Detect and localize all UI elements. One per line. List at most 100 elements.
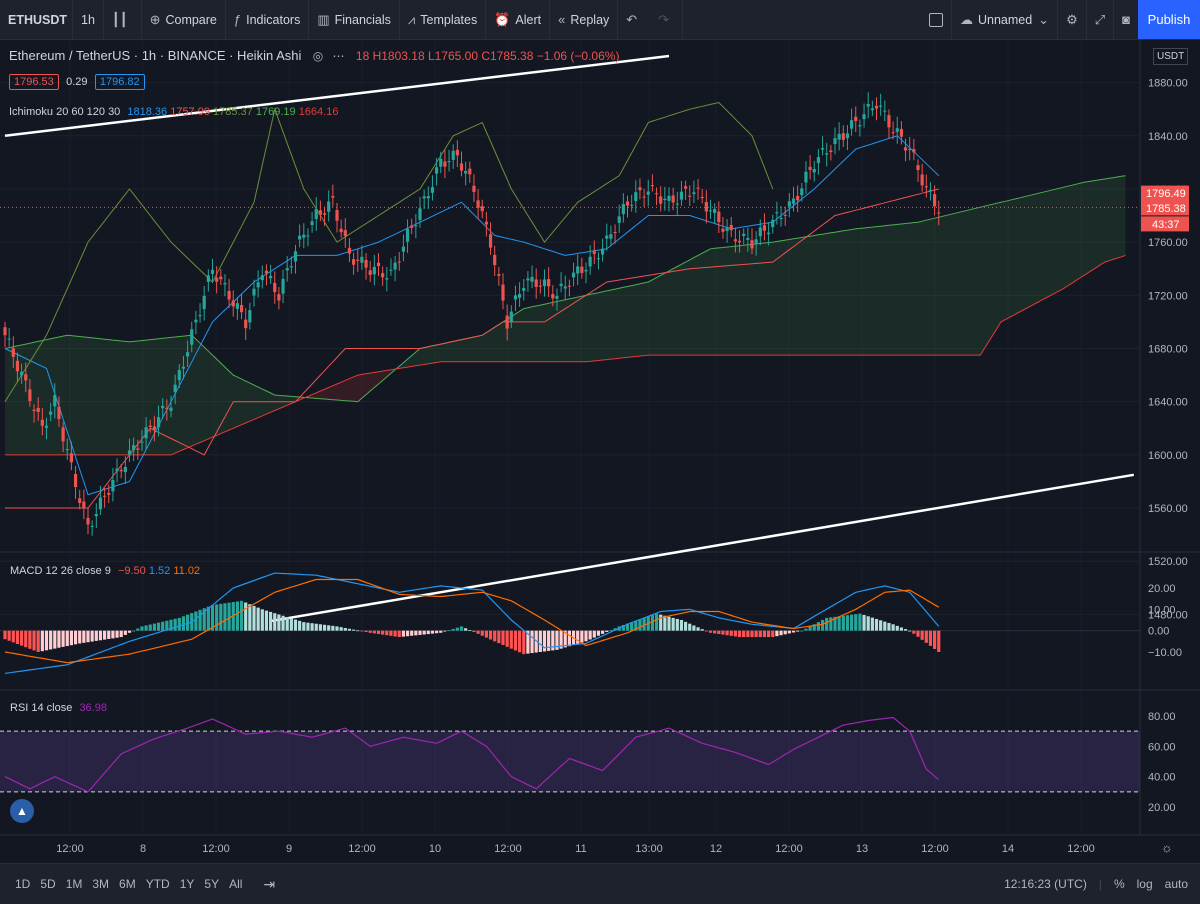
financials-button[interactable]: ▥ Financials bbox=[309, 0, 400, 39]
macd-histogram-bar bbox=[414, 630, 418, 636]
alert-button[interactable]: ⏰ Alert bbox=[486, 0, 551, 39]
chart-canvas[interactable]: 1480.001520.001560.001600.001640.001680.… bbox=[0, 40, 1200, 863]
goto-date-icon[interactable]: ⇥ bbox=[263, 875, 276, 892]
candle-body bbox=[845, 133, 850, 139]
candle-body bbox=[28, 389, 32, 402]
time-tick-label: 12:00 bbox=[494, 843, 522, 855]
indicators-button[interactable]: ƒ Indicators bbox=[226, 0, 310, 39]
range-button-6m[interactable]: 6M bbox=[119, 877, 136, 891]
candle-body bbox=[119, 469, 123, 472]
cloud-segment bbox=[677, 264, 682, 356]
candle-body bbox=[870, 108, 874, 111]
cloud-segment bbox=[366, 373, 371, 395]
symbol-search[interactable]: ETHUSDT bbox=[0, 0, 73, 39]
macd-histogram-bar bbox=[696, 627, 700, 631]
layout-square-icon bbox=[928, 12, 943, 27]
cloud-segment bbox=[370, 372, 375, 392]
cloud-segment bbox=[781, 240, 786, 356]
cloud-segment bbox=[556, 300, 562, 362]
candle-body bbox=[177, 370, 181, 381]
macd-histogram-bar bbox=[127, 630, 132, 633]
candle-body bbox=[397, 261, 401, 263]
rsi-tick-label: 80.00 bbox=[1148, 711, 1176, 723]
macd-histogram-bar bbox=[937, 630, 941, 652]
macd-histogram-bar bbox=[522, 630, 526, 655]
symbol-title[interactable]: Ethereum / TetherUS · 1h · BINANCE · Hei… bbox=[9, 48, 302, 63]
tradingview-logo-icon[interactable]: ▲ bbox=[10, 799, 34, 823]
range-button-5y[interactable]: 5Y bbox=[204, 877, 220, 891]
macd-histogram-bar bbox=[227, 602, 231, 631]
replay-button[interactable]: « Replay bbox=[550, 0, 619, 39]
candle-body bbox=[509, 311, 513, 323]
snapshot-button[interactable]: ◙ bbox=[1114, 0, 1138, 39]
macd-histogram-bar bbox=[879, 620, 883, 631]
auto-toggle[interactable]: auto bbox=[1164, 877, 1188, 891]
cloud-segment bbox=[1088, 180, 1093, 273]
rsi-label[interactable]: RSI 14 close bbox=[10, 702, 73, 714]
macd-hist-value: −9.50 bbox=[117, 565, 146, 577]
bid-price[interactable]: 1796.53 bbox=[9, 74, 59, 90]
legend-eye-icon[interactable]: ◎ bbox=[312, 49, 324, 63]
cloud-segment bbox=[133, 340, 138, 455]
trendlines[interactable] bbox=[4, 54, 1135, 623]
cloud-segment bbox=[635, 283, 640, 357]
redo-button[interactable]: ↷ bbox=[650, 0, 684, 39]
compare-label: Compare bbox=[165, 12, 217, 27]
range-button-1m[interactable]: 1M bbox=[65, 877, 83, 891]
candle-body bbox=[630, 204, 634, 206]
percent-toggle[interactable]: % bbox=[1113, 877, 1125, 891]
macd-label[interactable]: MACD 12 26 close 9 bbox=[10, 565, 111, 577]
settings-button[interactable]: ⚙ bbox=[1058, 0, 1087, 39]
log-toggle[interactable]: log bbox=[1136, 877, 1153, 891]
time-tick-label: 12:00 bbox=[56, 843, 84, 855]
candle-body bbox=[613, 232, 617, 234]
macd-histogram-bar bbox=[36, 630, 40, 652]
candle-body bbox=[32, 409, 36, 412]
cloud-segment bbox=[760, 243, 765, 356]
cloud-segment bbox=[793, 238, 798, 356]
range-button-all[interactable]: All bbox=[229, 877, 243, 891]
cloud-segment bbox=[46, 338, 51, 455]
candle-body bbox=[339, 228, 343, 233]
interval-selector[interactable]: 1h bbox=[73, 0, 104, 39]
cloud-segment bbox=[220, 363, 225, 434]
cloud-segment bbox=[345, 378, 350, 402]
macd-histogram-bar bbox=[161, 621, 165, 631]
layout-name-menu[interactable]: ☁ Unnamed ⌄ bbox=[952, 0, 1059, 39]
fullscreen-button[interactable]: ⤢ bbox=[1087, 0, 1115, 39]
chart-style-button[interactable]: ┃┃ bbox=[104, 0, 142, 39]
range-button-1y[interactable]: 1Y bbox=[179, 877, 195, 891]
publish-button[interactable]: Publish bbox=[1138, 0, 1200, 39]
cloud-segment bbox=[735, 245, 740, 356]
cloud-segment bbox=[706, 248, 711, 356]
macd-histogram-bar bbox=[256, 607, 260, 631]
macd-histogram-bar bbox=[684, 621, 688, 631]
candle-body bbox=[513, 295, 518, 300]
cloud-segment bbox=[229, 371, 234, 431]
cloud-segment bbox=[868, 227, 873, 356]
cloud-segment bbox=[880, 225, 885, 356]
compare-button[interactable]: ⊕ Compare bbox=[142, 0, 226, 39]
candle-body bbox=[638, 187, 642, 191]
utc-clock[interactable]: 12:16:23 (UTC) bbox=[1004, 877, 1087, 891]
ichimoku-label[interactable]: Ichimoku 20 60 120 30 bbox=[9, 106, 121, 118]
candle-body bbox=[576, 266, 580, 274]
currency-label[interactable]: USDT bbox=[1153, 48, 1189, 65]
multi-layout-toggle[interactable] bbox=[921, 0, 952, 39]
cloud-segment bbox=[839, 230, 844, 356]
cloud-segment bbox=[254, 385, 259, 420]
macd-histogram-bar bbox=[206, 606, 210, 631]
macd-histogram-bar bbox=[252, 605, 256, 631]
range-button-1d[interactable]: 1D bbox=[15, 877, 31, 891]
candle-body bbox=[73, 473, 78, 488]
cloud-segment bbox=[1071, 184, 1076, 284]
undo-button[interactable]: ↶ bbox=[618, 0, 650, 39]
macd-histogram-bar bbox=[518, 630, 522, 653]
legend-more-icon[interactable]: ⋯ bbox=[332, 49, 345, 63]
ask-price[interactable]: 1796.82 bbox=[94, 74, 145, 90]
templates-button[interactable]: ⩘ Templates bbox=[400, 0, 487, 39]
range-button-ytd[interactable]: YTD bbox=[145, 877, 170, 891]
range-button-3m[interactable]: 3M bbox=[92, 877, 110, 891]
bar-chart-icon: ▥ bbox=[317, 11, 330, 27]
range-button-5d[interactable]: 5D bbox=[40, 877, 56, 891]
